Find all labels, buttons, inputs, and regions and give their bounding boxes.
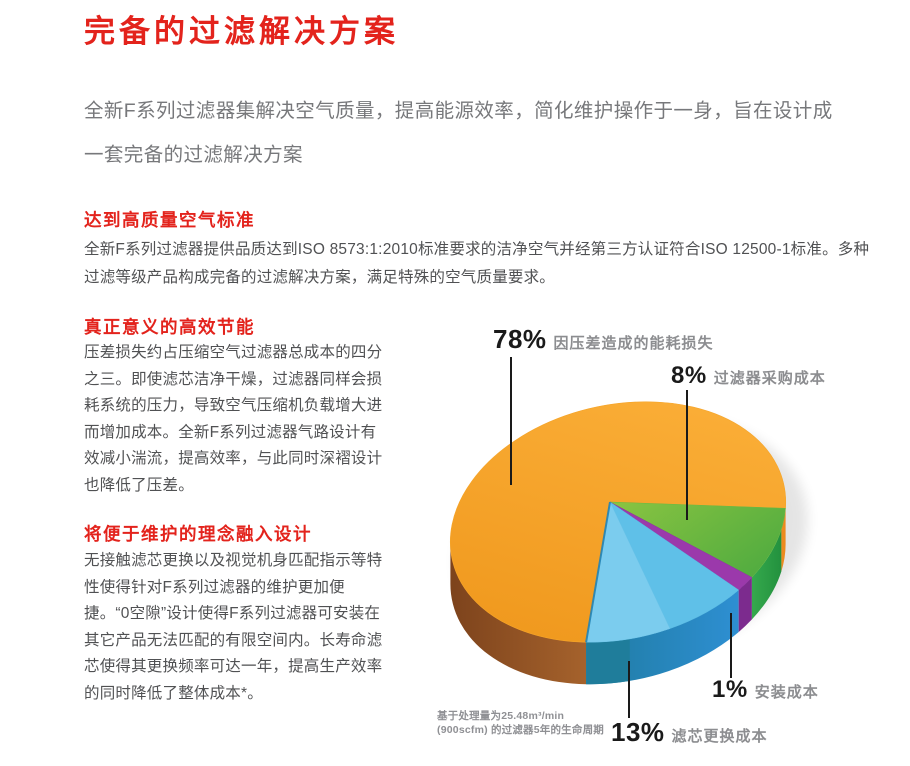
pie-callout-energy-loss: 78% 因压差造成的能耗损失 [493,324,714,355]
pie-wall-purchase [751,529,782,620]
leader-line-purchase [686,390,688,520]
leader-line-installation [730,613,732,678]
pie-slice-purchase [609,501,786,578]
pie-callout-installation: 1% 安装成本 [712,676,819,704]
intro-paragraph: 全新F系列过滤器集解决空气质量，提高能源效率，简化维护操作于一身，旨在设计成一套… [84,100,833,166]
pie-percent-element-replacement: 13% [611,717,665,747]
pie-slice-cut-seam [585,501,611,643]
leader-line-element-replacement [628,661,630,718]
pie-percent-energy-loss: 78% [493,324,547,354]
pie-percent-purchase: 8% [671,362,707,389]
pie-wall-energy-loss-right [781,502,786,572]
leader-line-energy-loss [510,357,512,485]
section-heading-maintenance: 将便于维护的理念融入设计 [84,524,312,544]
pie-label-energy-loss: 因压差造成的能耗损失 [553,335,714,352]
pie-wall-element-replacement-facet [586,638,630,685]
section-heading-energy-saving: 真正意义的高效节能 [84,317,255,337]
section-body-maintenance: 无接触滤芯更换以及视觉机身匹配指示等特性使得针对F系列过滤器的维护更加便捷。“0… [84,552,383,702]
pie-label-element-replacement: 滤芯更换成本 [671,728,768,745]
page-title: 完备的过滤解决方案 [84,14,399,49]
pie-label-purchase: 过滤器采购成本 [713,370,826,387]
pie-label-installation: 安装成本 [754,684,819,701]
pie-wall-energy-loss [450,542,587,685]
chart-footnote: 基于处理量为25.48m³/min (900scfm) 的过滤器5年的生命周期 [437,709,604,737]
pie-percent-installation: 1% [712,676,748,703]
pie-callout-element-replacement: 13% 滤芯更换成本 [611,717,768,748]
pie-chart-3d [450,401,808,685]
section-body-air-quality: 全新F系列过滤器提供品质达到ISO 8573:1:2010标准要求的洁净空气并经… [84,241,870,286]
pie-wall-installation [738,577,752,632]
section-heading-air-quality: 达到高质量空气标准 [84,210,255,230]
pie-callout-purchase: 8% 过滤器采购成本 [671,362,826,390]
pie-slice-energy-loss [450,401,787,643]
section-body-energy-saving: 压差损失约占压缩空气过滤器总成本的四分之三。即使滤芯洁净干燥，过滤器同样会损耗系… [84,344,383,494]
